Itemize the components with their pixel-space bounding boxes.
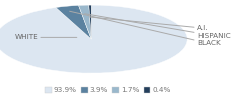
Text: A.I.: A.I. <box>90 17 208 31</box>
Wedge shape <box>0 5 187 73</box>
Legend: 93.9%, 3.9%, 1.7%, 0.4%: 93.9%, 3.9%, 1.7%, 0.4% <box>42 84 174 96</box>
Text: BLACK: BLACK <box>70 11 221 46</box>
Text: HISPANIC: HISPANIC <box>84 14 231 39</box>
Wedge shape <box>78 5 91 39</box>
Text: WHITE: WHITE <box>14 34 77 40</box>
Wedge shape <box>56 5 91 39</box>
Wedge shape <box>89 5 91 39</box>
